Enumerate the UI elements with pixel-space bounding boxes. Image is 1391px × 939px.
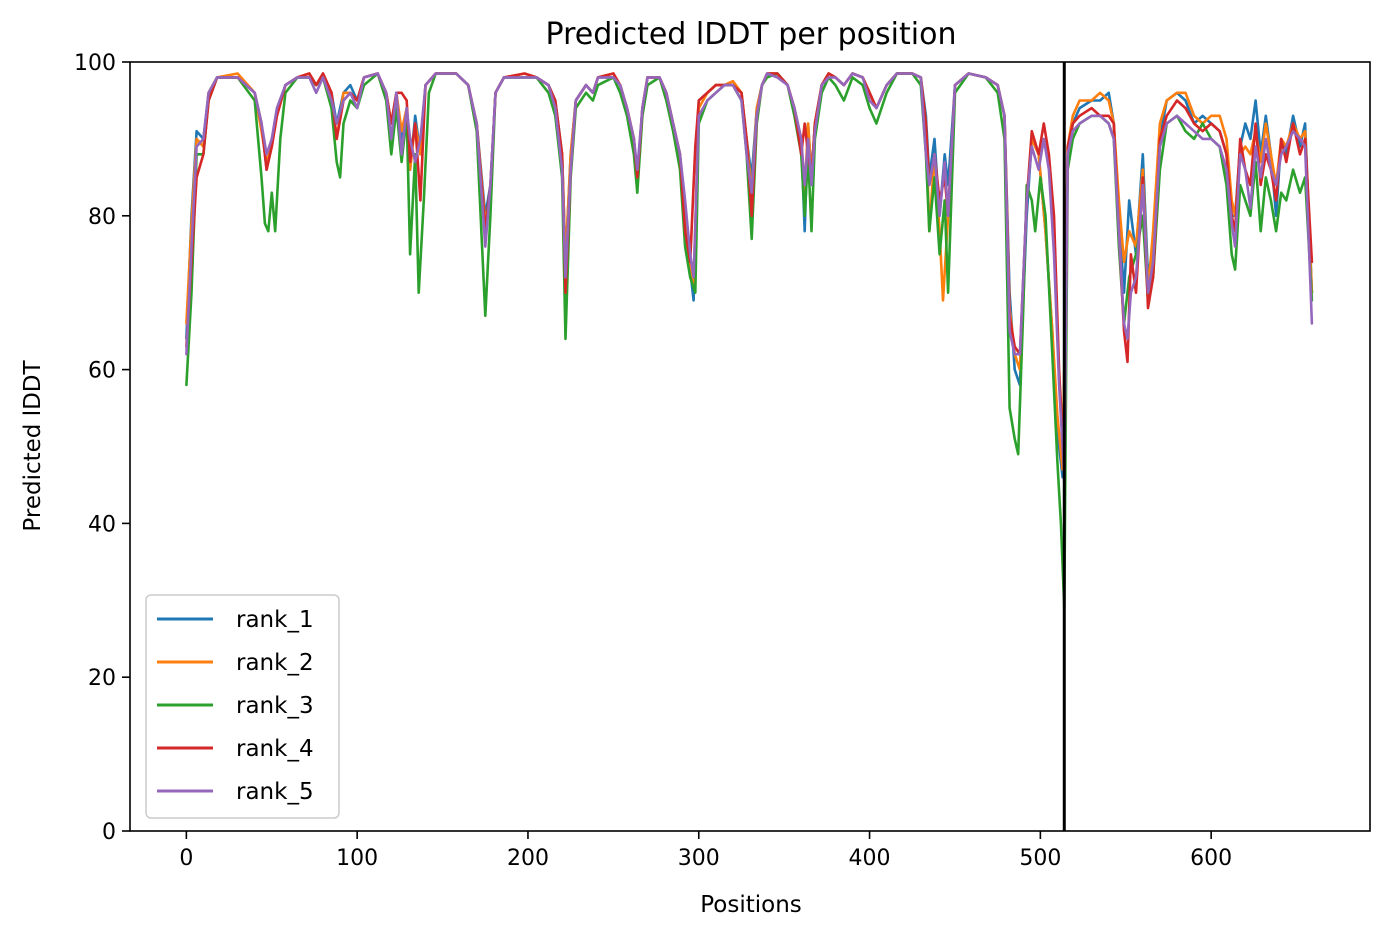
plot-area: [129, 61, 1371, 832]
legend-label-rank-2: rank_2: [236, 650, 314, 676]
legend-label-rank-4: rank_4: [236, 736, 314, 762]
chart-title: Predicted lDDT per position: [546, 17, 957, 52]
x-tick-label: 200: [507, 846, 549, 871]
x-tick-label: 600: [1190, 846, 1232, 871]
legend-label-rank-3: rank_3: [236, 693, 314, 719]
y-tick-label: 80: [88, 205, 116, 230]
y-tick-label: 100: [74, 51, 116, 76]
x-tick-label: 400: [849, 846, 891, 871]
y-tick-label: 0: [102, 820, 116, 845]
y-axis: 0 20 40 60 80 100: [74, 51, 130, 845]
y-tick-label: 20: [88, 666, 116, 691]
y-axis-label: Predicted lDDT: [20, 359, 46, 531]
legend-box: [145, 594, 340, 819]
y-tick-label: 40: [88, 512, 116, 537]
series-line-rank-1: [185, 72, 1314, 479]
series-group: [185, 72, 1314, 610]
x-axis: 0 100 200 300 400 500 600: [179, 831, 1232, 871]
series-line-rank-4: [185, 72, 1314, 471]
x-tick-label: 100: [336, 846, 378, 871]
x-tick-label: 500: [1019, 846, 1061, 871]
legend-label-rank-1: rank_1: [236, 607, 314, 633]
series-line-rank-2: [185, 72, 1314, 471]
x-tick-label: 300: [678, 846, 720, 871]
y-tick-label: 60: [88, 359, 116, 384]
legend-entries: rank_1 rank_2 rank_3 rank_4 rank_5: [157, 607, 314, 805]
legend: rank_1 rank_2 rank_3 rank_4 rank_5: [145, 594, 340, 819]
plot-frame: [129, 61, 1371, 832]
legend-label-rank-5: rank_5: [236, 779, 314, 805]
x-axis-label: Positions: [700, 892, 802, 918]
x-tick-label: 0: [179, 846, 193, 871]
series-line-rank-5: [185, 72, 1314, 479]
